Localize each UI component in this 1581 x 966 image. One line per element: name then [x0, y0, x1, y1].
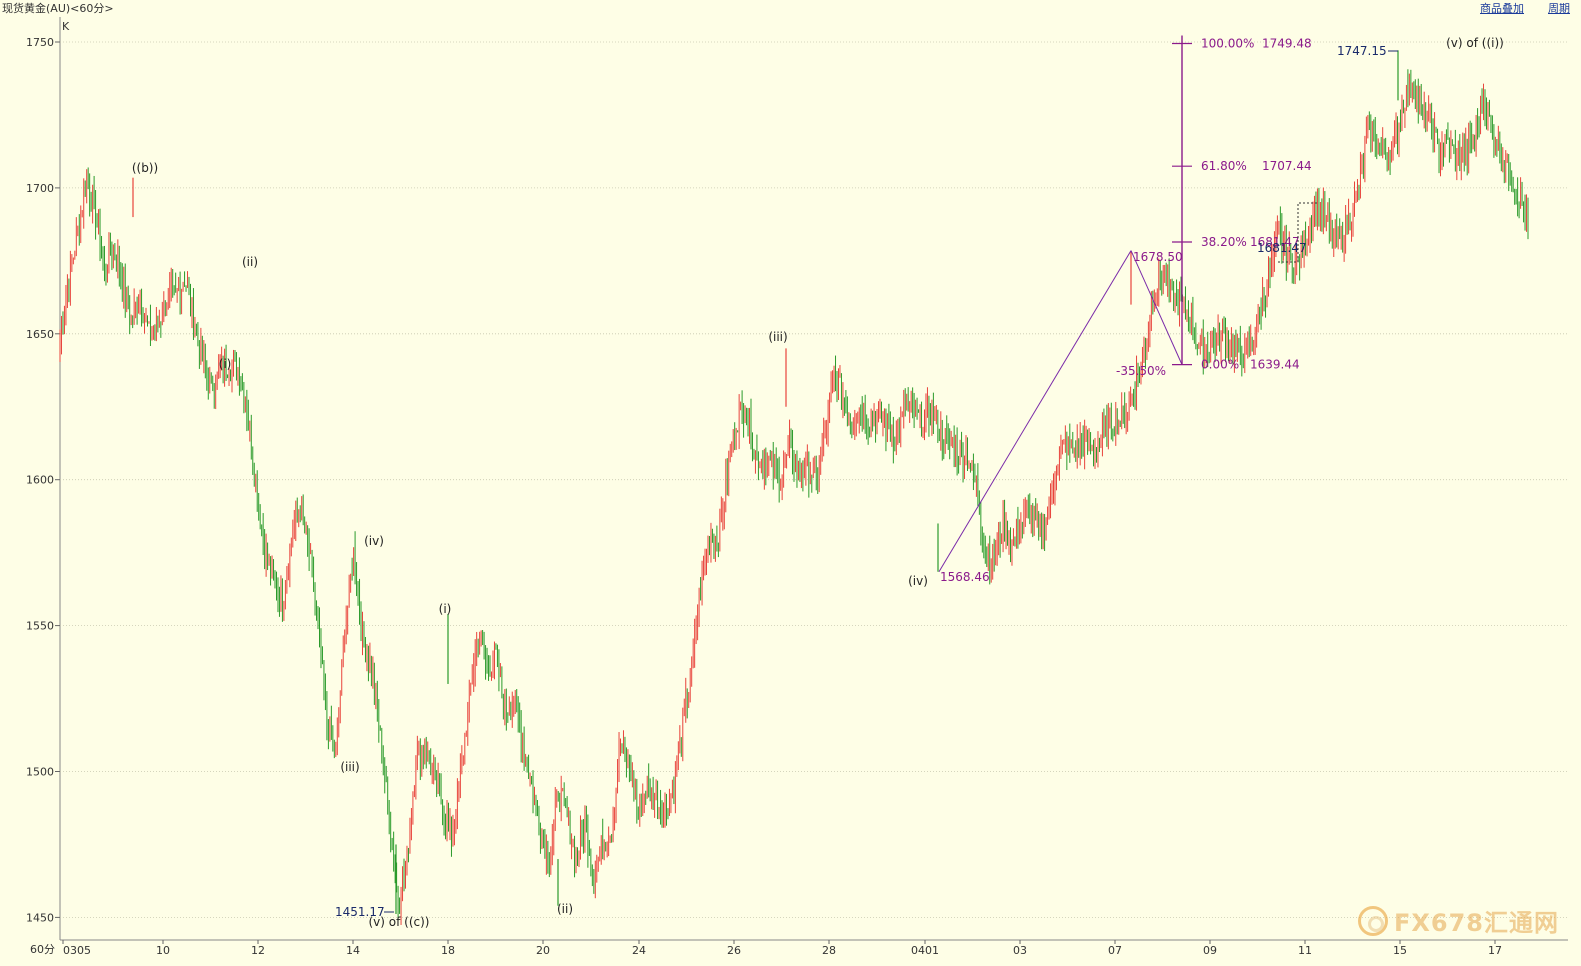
- indicator-label: K: [62, 20, 70, 33]
- wave-label: (i): [439, 602, 452, 616]
- x-tick-label: 17: [1488, 944, 1502, 957]
- top-bar: 现货黄金(AU)<60分> 商品叠加 周期: [0, 0, 1581, 16]
- y-tick-label: 1650: [26, 328, 54, 341]
- x-tick-label: 15: [1393, 944, 1407, 957]
- wave-label: (ii): [557, 902, 573, 916]
- price-label: 1451.17: [335, 905, 385, 919]
- wave-label: (v) of ((i)): [1446, 36, 1504, 50]
- x-tick-label: 09: [1203, 944, 1217, 957]
- price-label: 1678.50: [1133, 250, 1183, 264]
- wave-label: (i): [219, 357, 232, 371]
- x-tick-label: 12: [251, 944, 265, 957]
- x-tick-label: 11: [1298, 944, 1312, 957]
- fib-level-label: 100.00%: [1201, 37, 1254, 51]
- gap-marker: [1278, 202, 1318, 263]
- x-tick-label: 0401: [911, 944, 939, 957]
- wave-label: (iii): [340, 760, 359, 774]
- trend-line-down: [1130, 250, 1183, 365]
- x-tick-label: 07: [1108, 944, 1122, 957]
- y-tick-label: 1600: [26, 474, 54, 487]
- instrument-title: 现货黄金(AU)<60分>: [2, 2, 114, 15]
- fib-level-label: 38.20%: [1201, 235, 1247, 249]
- wave-label: (iii): [768, 330, 787, 344]
- fx678-logo-icon: [1358, 905, 1388, 936]
- price-label: 1747.15: [1337, 44, 1387, 58]
- y-tick-label: 1700: [26, 182, 54, 195]
- wave-label: (v) of ((c)): [369, 915, 430, 929]
- x-tick-label: 20: [536, 944, 550, 957]
- x-tick-label: 18: [441, 944, 455, 957]
- fib-level-label: 0.00%: [1201, 358, 1239, 372]
- y-tick-label: 1450: [26, 911, 54, 924]
- fib-level-label: 61.80%: [1201, 159, 1247, 173]
- wave-label: (ii): [242, 255, 258, 269]
- trend-line-up: [938, 250, 1132, 572]
- fib-level-value: 1707.44: [1262, 159, 1312, 173]
- fib-level-value: 1749.48: [1262, 37, 1312, 51]
- watermark-text: FX678汇通网: [1394, 909, 1559, 937]
- x-tick-label: 28: [822, 944, 836, 957]
- watermark: FX678汇通网: [1358, 903, 1559, 938]
- x-tick-label: 24: [632, 944, 646, 957]
- price-label: -35.50%: [1116, 364, 1166, 378]
- x-tick-label: 14: [346, 944, 360, 957]
- price-label: 1681.47: [1257, 241, 1307, 255]
- price-label: 1568.46: [940, 570, 990, 584]
- wave-label: (iv): [908, 574, 928, 588]
- fib-level-value: 1681.47: [1250, 235, 1300, 249]
- y-tick-label: 1750: [26, 36, 54, 49]
- fib-level-value: 1639.44: [1250, 358, 1300, 372]
- x-tick-label: 03: [1013, 944, 1027, 957]
- x-tick-label: 26: [727, 944, 741, 957]
- period-label: 60分: [30, 943, 55, 956]
- y-tick-label: 1550: [26, 620, 54, 633]
- x-tick-label: 10: [156, 944, 170, 957]
- wave-label: ((b)): [132, 161, 158, 175]
- x-tick-label: 0305: [63, 944, 91, 957]
- period-link[interactable]: 周期: [1548, 2, 1570, 15]
- overlay-link[interactable]: 商品叠加: [1480, 2, 1524, 15]
- wave-label: (iv): [364, 534, 384, 548]
- y-tick-label: 1500: [26, 766, 54, 779]
